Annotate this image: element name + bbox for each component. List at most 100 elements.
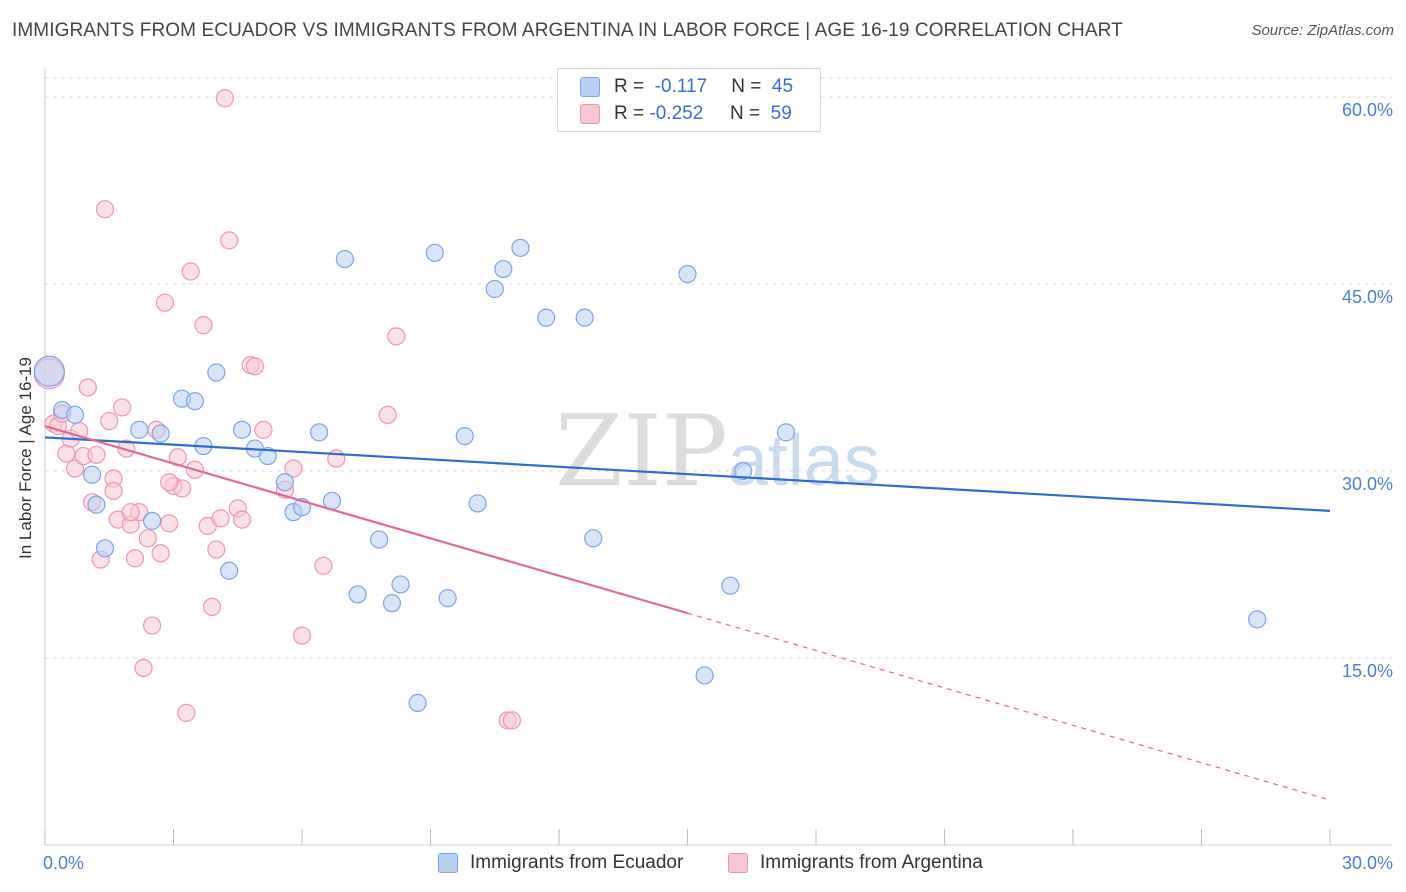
point-argentina	[378, 405, 397, 424]
chart-title: IMMIGRANTS FROM ECUADOR VS IMMIGRANTS FR…	[12, 20, 1123, 41]
point-ecuador	[537, 308, 556, 327]
point-argentina	[134, 658, 153, 678]
point-ecuador	[87, 495, 106, 514]
point-argentina	[95, 200, 115, 219]
y-tick-label: 15.0%	[1342, 661, 1393, 681]
y-tick-label: 60.0%	[1342, 100, 1393, 120]
point-ecuador	[185, 392, 205, 411]
point-ecuador	[468, 494, 487, 513]
y-tick-label: 30.0%	[1342, 474, 1393, 494]
point-ecuador	[511, 238, 530, 257]
point-argentina	[112, 398, 132, 417]
series-legend: Immigrants from Ecuador Immigrants from …	[0, 852, 1406, 876]
point-ecuador	[142, 511, 162, 530]
point-ecuador	[485, 279, 504, 299]
point-ecuador	[721, 576, 740, 595]
point-argentina	[177, 703, 196, 722]
legend-n-value: 45	[771, 76, 794, 97]
point-argentina	[117, 439, 136, 458]
point-ecuador	[130, 420, 149, 439]
point-argentina	[87, 445, 106, 464]
legend-label-ecuador: Immigrants from Ecuador	[470, 852, 684, 873]
point-ecuador	[370, 530, 389, 549]
point-argentina	[215, 89, 234, 108]
point-ecuador	[408, 693, 427, 712]
point-argentina	[202, 597, 222, 616]
point-argentina	[65, 459, 85, 478]
legend-swatch-argentina	[580, 104, 600, 124]
watermark-zip: ZIP	[555, 395, 728, 509]
y-axis-label: In Labor Force | Age 16-19	[16, 357, 35, 559]
legend-row-argentina: R = -0.252 N = 59	[580, 102, 792, 126]
point-ecuador	[438, 589, 457, 608]
point-ecuador	[232, 420, 252, 439]
point-ecuador	[83, 465, 102, 484]
trendline-argentina	[44, 425, 688, 615]
point-ecuador	[734, 461, 753, 481]
point-argentina	[100, 412, 119, 431]
point-ecuador	[382, 594, 402, 613]
legend-n-label: N =	[729, 103, 761, 124]
legend-row-ecuador: R = -0.117 N = 45	[580, 75, 793, 99]
point-ecuador	[310, 423, 329, 442]
tick-labels: 15.0% 30.0% 45.0% 60.0% 0.0% 30.0%	[43, 100, 1393, 873]
point-argentina	[160, 514, 179, 533]
legend-item-argentina[interactable]: Immigrants from Argentina	[728, 852, 983, 874]
series-ecuador	[33, 238, 1267, 712]
trendline-argentina-extension	[687, 612, 1331, 801]
point-argentina	[151, 544, 170, 563]
x-tick-label: 0.0%	[43, 853, 84, 873]
point-argentina	[121, 503, 140, 522]
point-argentina	[142, 616, 162, 635]
point-ecuador	[695, 666, 714, 685]
legend-swatch-argentina	[728, 853, 748, 873]
point-argentina	[181, 262, 200, 281]
point-argentina	[502, 711, 521, 730]
legend-r-label: R =	[614, 103, 645, 124]
point-ecuador	[455, 426, 474, 446]
point-argentina	[387, 327, 406, 346]
point-argentina	[194, 316, 213, 335]
point-ecuador	[494, 259, 513, 279]
watermark-atlas: atlas	[727, 421, 880, 501]
point-argentina	[155, 293, 175, 312]
point-argentina	[211, 509, 230, 528]
point-ecuador	[33, 355, 65, 387]
legend-n-label: N =	[731, 76, 762, 97]
legend-n-value: 59	[770, 103, 792, 124]
point-argentina	[207, 540, 226, 559]
point-ecuador	[678, 264, 697, 284]
point-ecuador	[207, 363, 226, 382]
axes	[44, 68, 1392, 846]
point-ecuador	[258, 446, 277, 466]
series-argentina	[33, 89, 521, 730]
point-ecuador	[1248, 610, 1267, 629]
legend-r-label: R =	[614, 76, 645, 97]
point-ecuador	[584, 529, 603, 548]
legend-swatch-ecuador	[580, 77, 600, 97]
point-argentina	[125, 549, 145, 568]
legend-r-value: -0.252	[649, 103, 704, 124]
point-argentina	[220, 231, 239, 250]
point-argentina	[104, 481, 123, 501]
source-label: Source: ZipAtlas.com	[1251, 22, 1394, 39]
legend-item-ecuador[interactable]: Immigrants from Ecuador	[438, 852, 683, 874]
point-argentina	[138, 529, 157, 548]
point-argentina	[254, 420, 273, 439]
trend-lines	[44, 425, 1331, 801]
legend-label-argentina: Immigrants from Argentina	[760, 852, 983, 873]
legend-r-value: -0.117	[654, 76, 708, 97]
point-argentina	[314, 556, 333, 575]
point-ecuador	[348, 585, 367, 604]
point-ecuador	[65, 405, 85, 424]
watermark: ZIPatlas	[555, 395, 880, 509]
point-ecuador	[575, 308, 594, 327]
point-ecuador	[335, 249, 354, 269]
point-ecuador	[151, 424, 170, 443]
y-tick-label: 45.0%	[1342, 287, 1393, 307]
point-argentina	[245, 357, 264, 376]
point-ecuador	[391, 575, 410, 594]
point-argentina	[78, 378, 97, 397]
point-ecuador	[95, 539, 115, 558]
